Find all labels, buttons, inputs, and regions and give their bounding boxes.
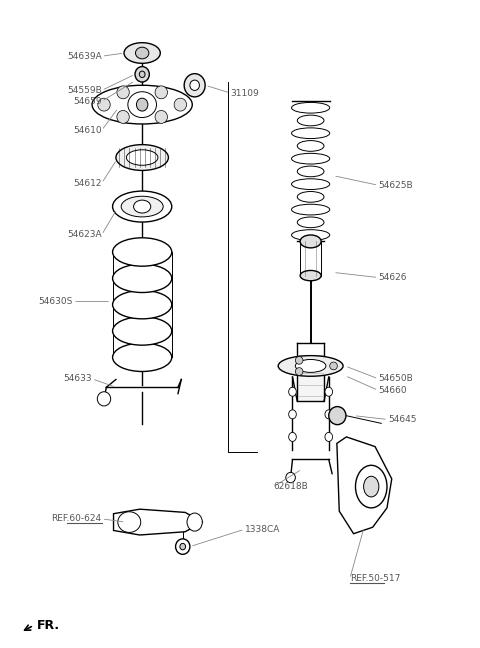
Ellipse shape [135, 67, 149, 82]
Ellipse shape [300, 235, 321, 248]
Ellipse shape [116, 145, 168, 170]
Ellipse shape [113, 238, 172, 266]
Text: 54630S: 54630S [38, 297, 73, 306]
Text: 62618B: 62618B [274, 482, 308, 491]
Ellipse shape [121, 196, 163, 217]
Ellipse shape [155, 110, 168, 123]
Ellipse shape [113, 191, 172, 222]
Polygon shape [114, 509, 203, 535]
Ellipse shape [124, 43, 160, 64]
Text: 54626: 54626 [378, 273, 407, 282]
Ellipse shape [288, 432, 296, 441]
Ellipse shape [118, 512, 141, 533]
Bar [297, 356, 324, 401]
Text: 54659: 54659 [73, 97, 102, 106]
Ellipse shape [113, 290, 172, 319]
Ellipse shape [136, 98, 148, 111]
Ellipse shape [113, 317, 172, 345]
Ellipse shape [98, 98, 110, 111]
Ellipse shape [187, 513, 202, 531]
Ellipse shape [176, 539, 190, 554]
Ellipse shape [286, 472, 295, 483]
Text: 54559B: 54559B [67, 86, 102, 95]
Ellipse shape [117, 110, 129, 123]
Text: 54639A: 54639A [67, 52, 102, 61]
Ellipse shape [174, 98, 187, 111]
Ellipse shape [97, 392, 111, 406]
Ellipse shape [184, 74, 205, 97]
Ellipse shape [291, 229, 330, 240]
Ellipse shape [155, 86, 168, 98]
Text: FR.: FR. [37, 619, 60, 632]
Polygon shape [337, 437, 392, 534]
Text: REF.60-624: REF.60-624 [51, 515, 102, 524]
Ellipse shape [113, 343, 172, 371]
Text: 54633: 54633 [63, 375, 92, 384]
Ellipse shape [295, 356, 303, 364]
Text: 54610: 54610 [73, 126, 102, 135]
Ellipse shape [135, 47, 149, 59]
Ellipse shape [329, 406, 346, 424]
Ellipse shape [295, 367, 303, 375]
Ellipse shape [133, 200, 151, 213]
Text: 1338CA: 1338CA [245, 525, 280, 534]
Ellipse shape [325, 388, 333, 397]
Text: 54650B: 54650B [378, 375, 413, 384]
Ellipse shape [117, 86, 129, 98]
Ellipse shape [330, 362, 337, 370]
Text: 54623A: 54623A [67, 231, 102, 240]
Ellipse shape [297, 166, 324, 177]
Ellipse shape [297, 192, 324, 202]
Ellipse shape [278, 356, 343, 376]
Text: 54612: 54612 [73, 179, 102, 188]
Ellipse shape [291, 179, 330, 189]
Ellipse shape [288, 410, 296, 419]
Ellipse shape [297, 115, 324, 126]
Ellipse shape [297, 217, 324, 227]
Ellipse shape [139, 71, 145, 78]
Ellipse shape [297, 141, 324, 151]
Ellipse shape [300, 270, 321, 281]
Ellipse shape [364, 476, 379, 497]
Ellipse shape [288, 388, 296, 397]
Text: REF.50-517: REF.50-517 [350, 574, 400, 583]
Ellipse shape [291, 128, 330, 139]
Ellipse shape [325, 410, 333, 419]
Text: 54625B: 54625B [378, 181, 413, 190]
Ellipse shape [92, 86, 192, 124]
Ellipse shape [128, 92, 156, 117]
Ellipse shape [291, 204, 330, 215]
Ellipse shape [126, 150, 158, 165]
Ellipse shape [190, 80, 199, 91]
Ellipse shape [356, 465, 387, 508]
Ellipse shape [295, 360, 326, 373]
Ellipse shape [180, 544, 186, 550]
Text: 54660: 54660 [378, 386, 407, 395]
Text: 54645: 54645 [388, 415, 417, 424]
Ellipse shape [291, 154, 330, 164]
Text: 31109: 31109 [230, 89, 259, 97]
Ellipse shape [113, 264, 172, 292]
Ellipse shape [291, 102, 330, 113]
Ellipse shape [325, 432, 333, 441]
